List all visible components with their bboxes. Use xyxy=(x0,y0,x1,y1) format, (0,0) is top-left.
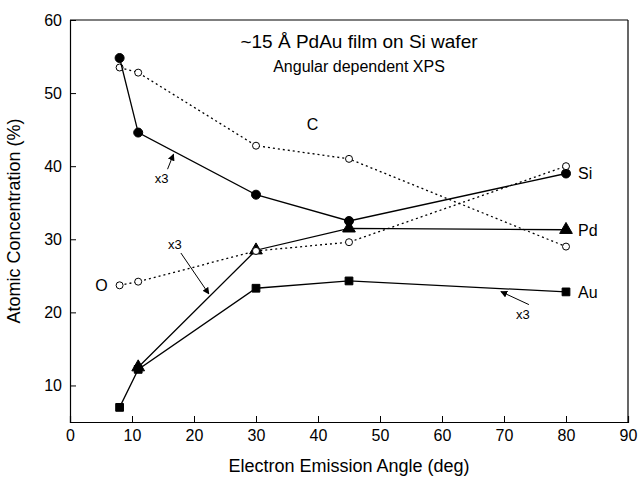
data-point xyxy=(116,404,124,412)
data-point xyxy=(563,243,570,250)
tick: 20 xyxy=(186,416,204,444)
tick: 10 xyxy=(124,416,142,444)
tick-mark xyxy=(70,93,76,94)
axis-line xyxy=(71,416,629,423)
series-line xyxy=(138,228,566,367)
series-line xyxy=(120,166,566,285)
tick-mark xyxy=(70,312,76,313)
tick-mark xyxy=(70,166,76,167)
frame xyxy=(627,20,628,422)
data-point xyxy=(135,69,142,76)
tick-label: 50 xyxy=(44,85,62,102)
annotation-arrow xyxy=(168,154,174,169)
tick-mark xyxy=(442,416,443,422)
data-point xyxy=(560,222,573,233)
data-point xyxy=(252,284,260,292)
subtitle: Angular dependent XPS xyxy=(273,58,445,75)
tick-mark xyxy=(256,416,257,422)
series-label: Si xyxy=(578,165,592,182)
tick: 40 xyxy=(44,158,76,175)
chart-container: 0 10 20 30 40 50 60 70 80 90 10 20 30 40 50 60 C Si Pd O Au x… xyxy=(0,0,643,486)
data-point xyxy=(562,288,570,296)
annotation: x3 xyxy=(168,237,182,252)
tick-label: 0 xyxy=(66,427,75,444)
tick: 50 xyxy=(44,85,76,102)
title: ~15 Å PdAu film on Si wafer xyxy=(240,31,478,52)
series-label: Au xyxy=(578,284,598,301)
tick: 10 xyxy=(44,377,76,394)
series-label: C xyxy=(307,116,319,133)
tick-mark xyxy=(504,416,505,422)
series-label: O xyxy=(95,277,107,294)
tick-label: 50 xyxy=(372,427,390,444)
tick-label: 40 xyxy=(310,427,328,444)
tick: 60 xyxy=(434,416,452,444)
tick-label: 60 xyxy=(44,12,62,29)
series xyxy=(116,277,570,411)
data-point xyxy=(134,128,143,137)
tick-mark xyxy=(566,416,567,422)
data-point xyxy=(134,366,142,374)
tick: 30 xyxy=(44,231,76,248)
tick-mark xyxy=(194,416,195,422)
data-point xyxy=(563,163,570,170)
tick-label: 20 xyxy=(44,304,62,321)
series xyxy=(115,54,570,226)
data-point xyxy=(346,239,353,246)
annotation-arrow xyxy=(181,253,209,294)
tick-label: 20 xyxy=(186,427,204,444)
tick: 40 xyxy=(310,416,328,444)
data-point xyxy=(116,282,123,289)
tick: 50 xyxy=(372,416,390,444)
annotation: x3 xyxy=(516,307,530,322)
axis-line xyxy=(71,21,77,423)
annotation-arrow xyxy=(501,292,529,305)
series-line xyxy=(120,281,566,407)
data-point xyxy=(346,155,353,162)
series-line xyxy=(120,58,566,221)
data-point xyxy=(562,169,571,178)
tick-label: 70 xyxy=(496,427,514,444)
tick-label: 40 xyxy=(44,158,62,175)
tick: 20 xyxy=(44,304,76,321)
data-point xyxy=(253,142,260,149)
data-point xyxy=(345,277,353,285)
x-axis-title: Electron Emission Angle (deg) xyxy=(228,456,469,476)
tick-mark xyxy=(70,239,76,240)
tick: 30 xyxy=(248,416,266,444)
labels: C Si Pd O Au x3 x3 x3 xyxy=(95,116,597,321)
tick-label: 10 xyxy=(124,427,142,444)
tick-label: 90 xyxy=(620,427,638,444)
tick-mark xyxy=(70,385,76,386)
tick-label: 30 xyxy=(248,427,266,444)
data-point xyxy=(115,54,124,63)
plot-area: 0 10 20 30 40 50 60 70 80 90 10 20 30 40 50 60 C Si Pd O Au x… xyxy=(44,12,637,445)
tick-mark xyxy=(318,416,319,422)
series-label: Pd xyxy=(578,222,598,239)
data-point xyxy=(343,221,356,232)
marks xyxy=(115,54,572,412)
tick: 70 xyxy=(496,416,514,444)
series xyxy=(132,221,573,371)
data-point xyxy=(135,278,142,285)
annotation: x3 xyxy=(155,171,169,186)
data-point xyxy=(252,190,261,199)
y-axis-title: Atomic Concentration (%) xyxy=(4,118,24,323)
series xyxy=(116,163,569,289)
tick-label: 60 xyxy=(434,427,452,444)
chart: 0 10 20 30 40 50 60 70 80 90 10 20 30 40 50 60 C Si Pd O Au x… xyxy=(0,0,643,486)
data-point xyxy=(253,247,260,254)
tick-label: 10 xyxy=(44,377,62,394)
tick-mark xyxy=(132,416,133,422)
x-axis: 0 10 20 30 40 50 60 70 80 90 xyxy=(66,416,637,444)
frame xyxy=(70,19,628,20)
y-axis: 10 20 30 40 50 60 xyxy=(44,12,76,423)
tick: 80 xyxy=(558,416,576,444)
tick-label: 80 xyxy=(558,427,576,444)
tick-label: 30 xyxy=(44,231,62,248)
tick-mark xyxy=(380,416,381,422)
